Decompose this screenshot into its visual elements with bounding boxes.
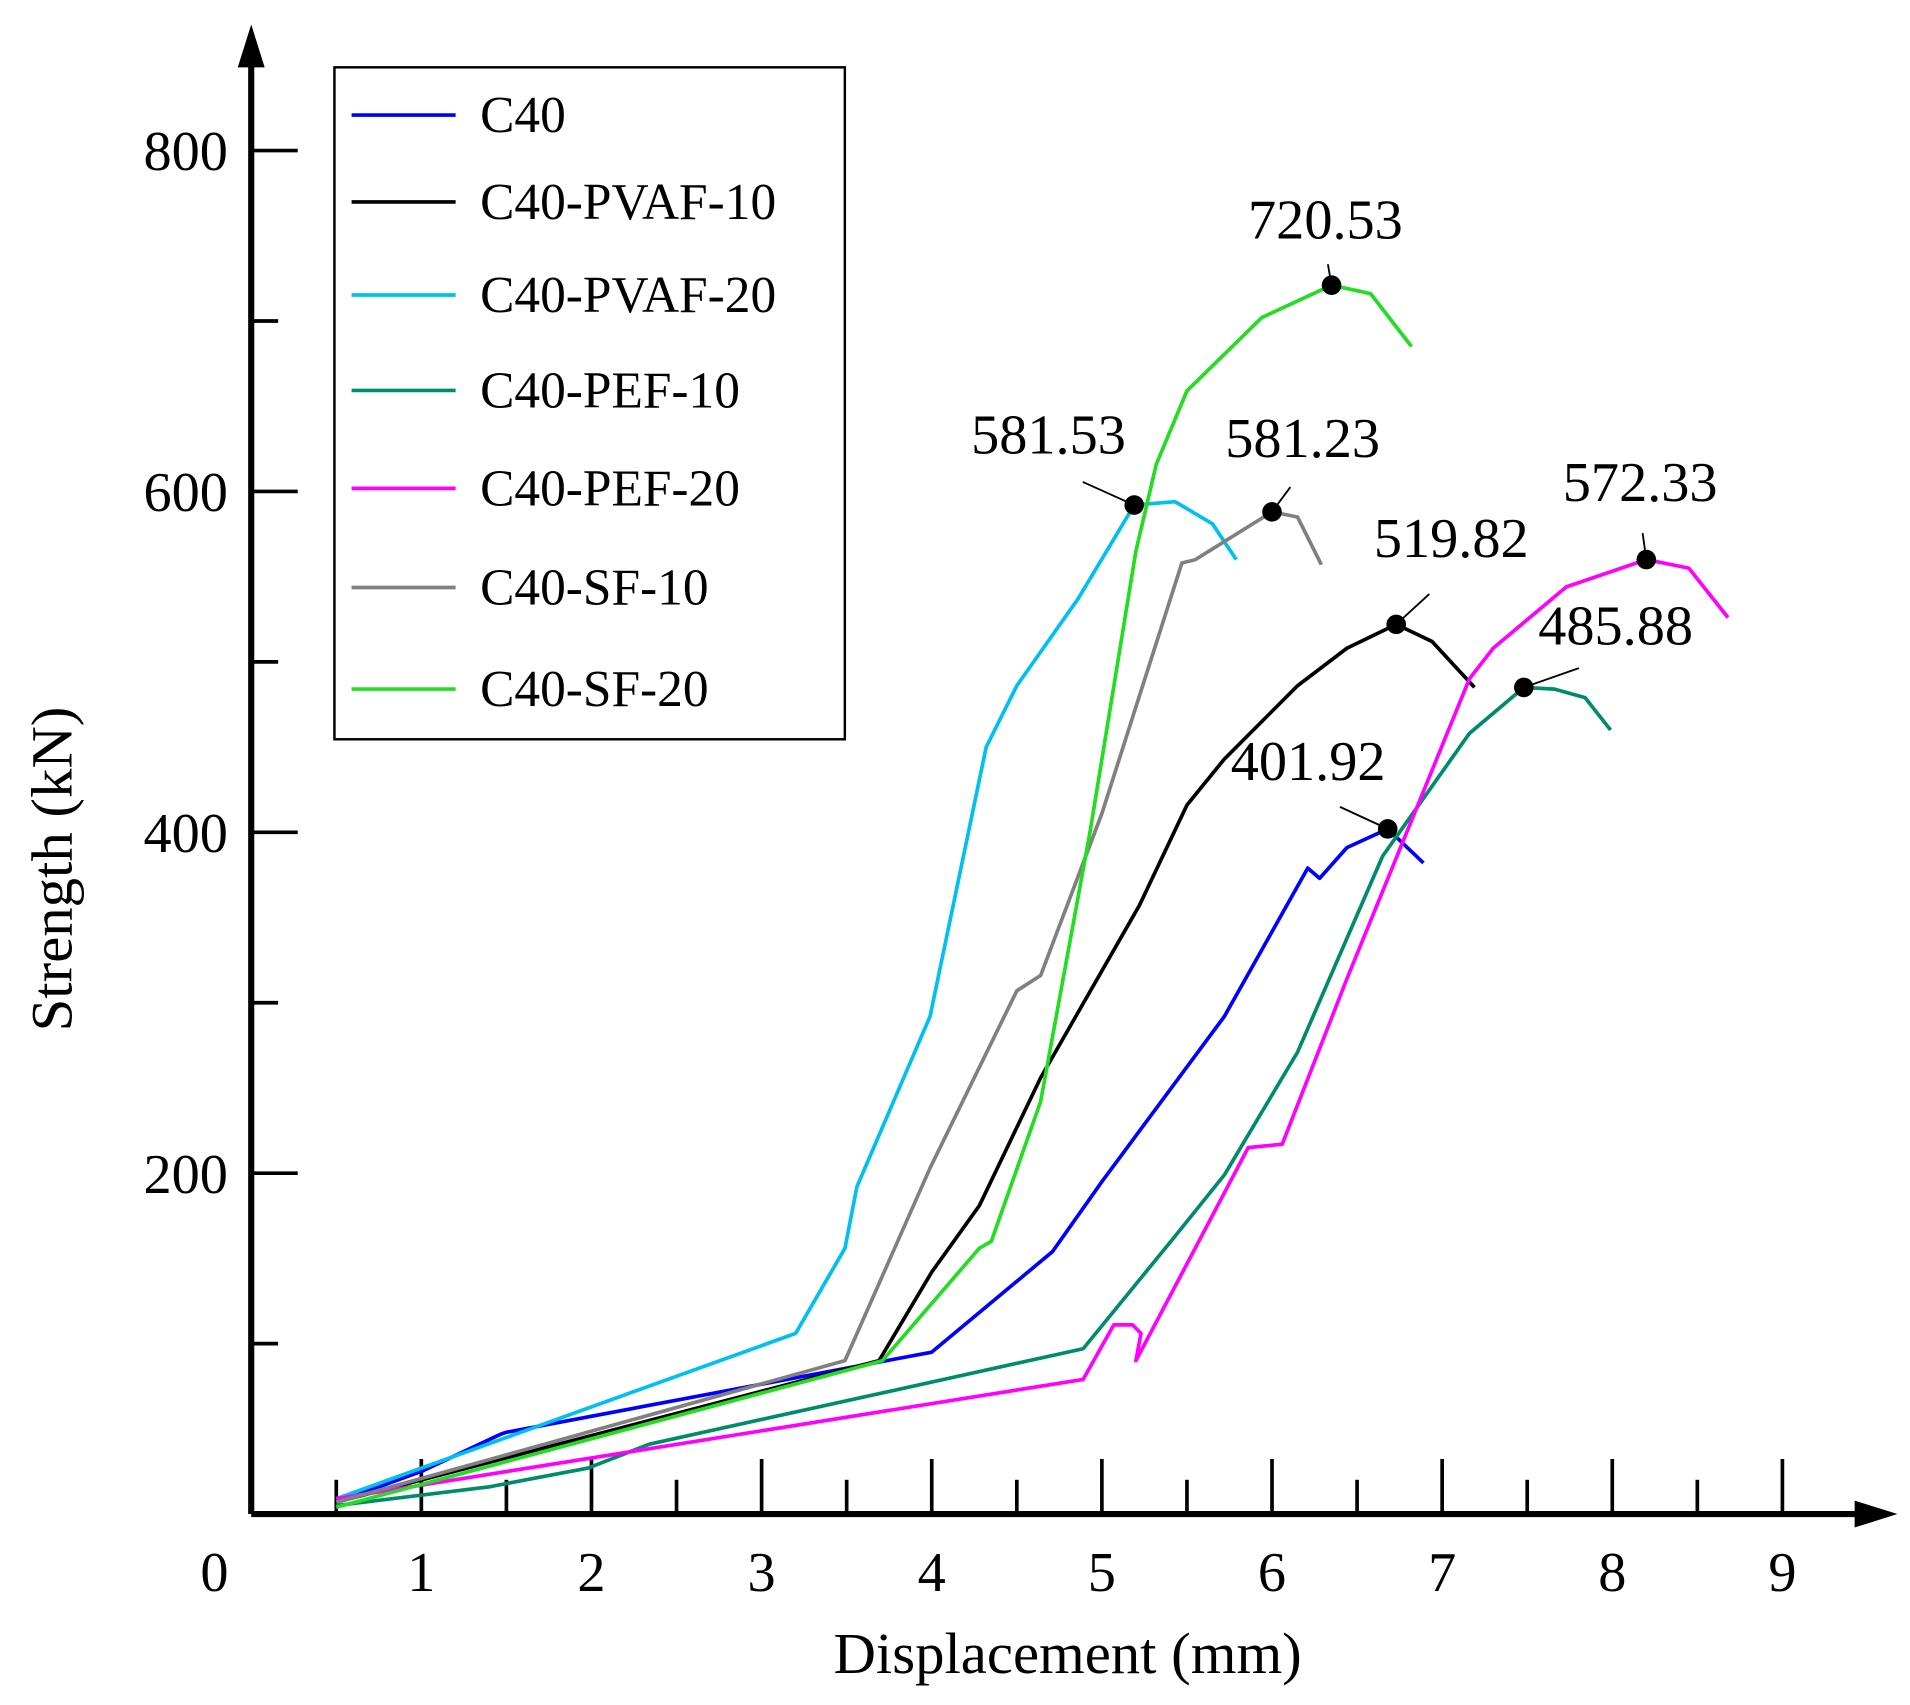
legend-label: C40-PEF-10 [480, 363, 740, 420]
x-tick-label: 8 [1598, 1542, 1626, 1604]
series-line-c40-pvaf-20 [335, 499, 1238, 1501]
peak-marker [1386, 614, 1406, 635]
peak-value-label: 572.33 [1563, 452, 1718, 514]
legend-label: C40 [480, 87, 566, 144]
legend-label: C40-SF-20 [480, 661, 708, 718]
x-tick-label: 1 [407, 1542, 435, 1604]
peak-marker [1124, 495, 1144, 515]
x-axis-arrow-icon [1854, 1500, 1898, 1528]
x-tick-label: 7 [1428, 1542, 1456, 1604]
y-tick-label: 200 [144, 1144, 228, 1206]
x-tick-label: 6 [1258, 1542, 1286, 1604]
legend-box [333, 66, 847, 741]
peak-value-label: 401.92 [1231, 731, 1386, 793]
x-tick-label: 5 [1088, 1542, 1116, 1604]
y-tick-label: 600 [144, 462, 228, 524]
x-tick-label: 3 [748, 1542, 776, 1604]
y-axis-arrow-icon [237, 24, 265, 68]
peak-annotations: 720.53 581.53 581.23 519.82 572.33 485.88 401.… [971, 190, 1718, 839]
peak-value-label: 581.23 [1225, 408, 1380, 470]
legend-label: C40-SF-10 [480, 560, 708, 617]
x-tick-label: 0 [200, 1542, 228, 1604]
peak-marker [1262, 502, 1282, 522]
y-tick-label: 800 [144, 121, 228, 183]
legend-label: C40-PVAF-20 [480, 267, 776, 324]
x-tick-label: 4 [918, 1542, 946, 1604]
series-line-c40-pef-10 [336, 685, 1613, 1508]
legend-label: C40-PVAF-10 [480, 174, 776, 231]
legend: C40 C40-PVAF-10 C40-PVAF-20 C40-PEF-10 C40-P… [333, 66, 847, 741]
series-line-c40-pef-20 [335, 557, 1730, 1501]
peak-marker [1377, 819, 1398, 839]
peak-marker [1636, 549, 1657, 570]
peak-value-label: 485.88 [1538, 596, 1693, 658]
peak-value-label: 720.53 [1248, 190, 1403, 252]
series-line-c40 [335, 827, 1425, 1504]
x-axis-label: Displacement (mm) [833, 1621, 1301, 1686]
axes: 0 1 2 3 4 5 6 7 8 9 200 400 600 800 [144, 24, 1898, 1604]
peak-marker [1321, 275, 1342, 295]
y-axis-label: Strength (kN) [19, 707, 84, 1032]
peak-value-label: 581.53 [971, 405, 1126, 467]
peak-value-label: 519.82 [1374, 508, 1529, 570]
legend-label: C40-PEF-20 [480, 461, 740, 518]
peak-marker [1514, 677, 1534, 698]
y-tick-label: 400 [144, 803, 228, 865]
x-tick-label: 9 [1768, 1542, 1796, 1604]
x-tick-label: 2 [577, 1542, 605, 1604]
